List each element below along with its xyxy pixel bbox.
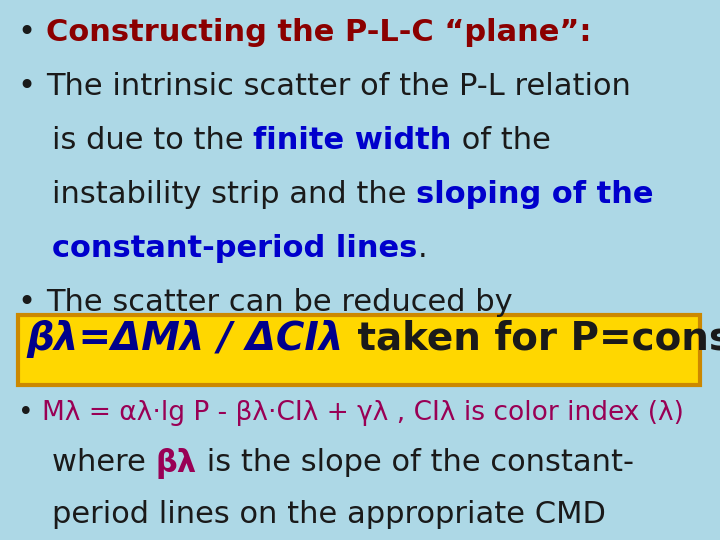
Text: instability strip and the: instability strip and the (52, 180, 416, 209)
Text: βλ=ΔMλ / ΔCIλ: βλ=ΔMλ / ΔCIλ (26, 320, 343, 358)
Text: The scatter can be reduced by: The scatter can be reduced by (46, 288, 513, 317)
Text: •: • (18, 288, 46, 317)
Text: •: • (18, 72, 46, 101)
Text: of the: of the (451, 126, 551, 155)
Text: taken for P=const: taken for P=const (343, 320, 720, 358)
Text: .: . (418, 234, 427, 263)
Text: where: where (52, 448, 156, 477)
Text: βλ: βλ (156, 448, 197, 479)
Text: Constructing the P-L-C “plane”:: Constructing the P-L-C “plane”: (46, 18, 591, 47)
Text: finite width: finite width (253, 126, 451, 155)
Text: •: • (18, 400, 42, 426)
Text: The intrinsic scatter of the P-L relation: The intrinsic scatter of the P-L relatio… (46, 72, 631, 101)
Text: sloping of the: sloping of the (416, 180, 654, 209)
Text: period lines on the appropriate CMD: period lines on the appropriate CMD (52, 500, 606, 529)
Text: •: • (18, 18, 46, 47)
Text: Mλ = αλ·lg P - βλ·CIλ + γλ , CIλ is color index (λ): Mλ = αλ·lg P - βλ·CIλ + γλ , CIλ is colo… (42, 400, 684, 426)
Text: is due to the: is due to the (52, 126, 253, 155)
Text: is the slope of the constant-: is the slope of the constant- (197, 448, 634, 477)
FancyBboxPatch shape (18, 315, 700, 385)
Text: constant-period lines: constant-period lines (52, 234, 418, 263)
